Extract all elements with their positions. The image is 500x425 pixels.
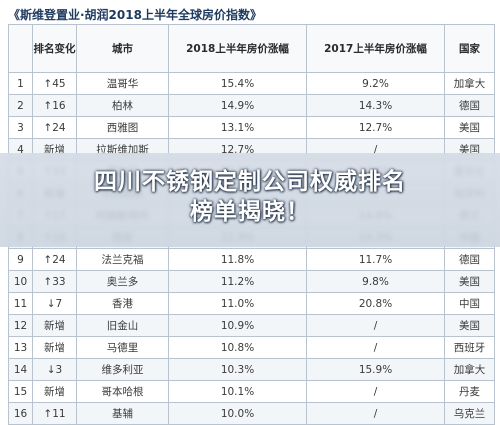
cell-change-2017: 15.9% bbox=[306, 358, 445, 381]
cell-country: 丹麦 bbox=[444, 380, 495, 403]
cell-country: 加拿大 bbox=[444, 72, 495, 95]
cell-rank-change: ↑24 bbox=[32, 116, 77, 139]
cell-city: 基辅 bbox=[76, 402, 169, 425]
page: 《斯维登置业·胡润2018上半年全球房价指数》 排名变化 城市 2018上半年房… bbox=[0, 8, 500, 425]
cell-rank-number: 2 bbox=[8, 94, 33, 117]
table-row: 2 ↑16 柏林 14.9% 14.3% 德国 bbox=[8, 94, 495, 117]
cell-city: 柏林 bbox=[76, 94, 169, 117]
cell-rank-number: 9 bbox=[8, 248, 33, 271]
cell-rank-change: 新增 bbox=[32, 380, 77, 403]
cell-rank-change: ↑11 bbox=[32, 402, 77, 425]
cell-city: 维多利亚 bbox=[76, 358, 169, 381]
cell-rank-change: 新增 bbox=[32, 314, 77, 337]
cell-change-2017: / bbox=[306, 314, 445, 337]
cell-change-2017: / bbox=[306, 380, 445, 403]
cell-rank-change: ↑16 bbox=[32, 94, 77, 117]
table-title: 《斯维登置业·胡润2018上半年全球房价指数》 bbox=[8, 8, 262, 22]
cell-change-2017: / bbox=[306, 336, 445, 359]
cell-change-2017: 12.7% bbox=[306, 116, 445, 139]
cell-change-2018: 11.8% bbox=[168, 248, 307, 271]
cell-city: 奥兰多 bbox=[76, 270, 169, 293]
cell-country: 美国 bbox=[444, 314, 495, 337]
headline: 四川不锈钢定制公司权威排名 榜单揭晓！ bbox=[0, 167, 500, 227]
cell-city: 马德里 bbox=[76, 336, 169, 359]
cell-rank-number: 1 bbox=[8, 72, 33, 95]
cell-change-2018: 14.9% bbox=[168, 94, 307, 117]
cell-rank-number: 15 bbox=[8, 380, 33, 403]
cell-rank-change: ↓3 bbox=[32, 358, 77, 381]
cell-change-2018: 10.9% bbox=[168, 314, 307, 337]
header-2017-change: 2017上半年房价涨幅 bbox=[306, 24, 445, 73]
cell-country: 中国 bbox=[444, 292, 495, 315]
header-index bbox=[8, 24, 33, 73]
cell-country: 乌克兰 bbox=[444, 402, 495, 425]
header-city: 城市 bbox=[76, 24, 169, 73]
cell-change-2017: 9.2% bbox=[306, 72, 445, 95]
cell-rank-change: ↑24 bbox=[32, 248, 77, 271]
cell-rank-change: ↑33 bbox=[32, 270, 77, 293]
cell-rank-number: 12 bbox=[8, 314, 33, 337]
cell-rank-number: 13 bbox=[8, 336, 33, 359]
cell-change-2018: 10.8% bbox=[168, 336, 307, 359]
table-row: 14 ↓3 维多利亚 10.3% 15.9% 加拿大 bbox=[8, 358, 495, 381]
cell-rank-number: 14 bbox=[8, 358, 33, 381]
cell-country: 加拿大 bbox=[444, 358, 495, 381]
table-row: 11 ↓7 香港 11.0% 20.8% 中国 bbox=[8, 292, 495, 315]
cell-rank-change: ↑45 bbox=[32, 72, 77, 95]
cell-rank-change: ↓7 bbox=[32, 292, 77, 315]
cell-city: 哥本哈根 bbox=[76, 380, 169, 403]
header-rank-change: 排名变化 bbox=[32, 24, 77, 73]
table-row: 16 ↑11 基辅 10.0% / 乌克兰 bbox=[8, 402, 495, 425]
table-row: 12 新增 旧金山 10.9% / 美国 bbox=[8, 314, 495, 337]
cell-city: 温哥华 bbox=[76, 72, 169, 95]
cell-change-2018: 11.0% bbox=[168, 292, 307, 315]
header-2018-change: 2018上半年房价涨幅 bbox=[168, 24, 307, 73]
cell-change-2017: 9.8% bbox=[306, 270, 445, 293]
cell-city: 旧金山 bbox=[76, 314, 169, 337]
headline-banner bbox=[0, 153, 500, 247]
headline-line-2: 榜单揭晓！ bbox=[190, 199, 310, 225]
cell-country: 美国 bbox=[444, 116, 495, 139]
cell-country: 德国 bbox=[444, 94, 495, 117]
cell-city: 西雅图 bbox=[76, 116, 169, 139]
table-body: 1 ↑45 温哥华 15.4% 9.2% 加拿大 2 ↑16 柏林 14.9% 14.3% 德国 3 ↑2… bbox=[8, 72, 495, 425]
cell-rank-number: 10 bbox=[8, 270, 33, 293]
cell-city: 香港 bbox=[76, 292, 169, 315]
table-row: 13 新增 马德里 10.8% / 西班牙 bbox=[8, 336, 495, 359]
cell-change-2018: 10.1% bbox=[168, 380, 307, 403]
cell-rank-change: 新增 bbox=[32, 336, 77, 359]
header-country: 国家 bbox=[444, 24, 495, 73]
table-row: 9 ↑24 法兰克福 11.8% 11.7% 德国 bbox=[8, 248, 495, 271]
cell-country: 美国 bbox=[444, 270, 495, 293]
table-header-row: 排名变化 城市 2018上半年房价涨幅 2017上半年房价涨幅 国家 bbox=[8, 24, 495, 73]
cell-rank-number: 11 bbox=[8, 292, 33, 315]
cell-change-2018: 11.2% bbox=[168, 270, 307, 293]
cell-change-2017: 11.7% bbox=[306, 248, 445, 271]
cell-change-2018: 10.0% bbox=[168, 402, 307, 425]
table-row: 15 新增 哥本哈根 10.1% / 丹麦 bbox=[8, 380, 495, 403]
cell-country: 德国 bbox=[444, 248, 495, 271]
headline-line-1: 四川不锈钢定制公司权威排名 bbox=[94, 169, 406, 195]
cell-change-2017: / bbox=[306, 402, 445, 425]
cell-change-2017: 14.3% bbox=[306, 94, 445, 117]
cell-rank-number: 3 bbox=[8, 116, 33, 139]
cell-change-2017: 20.8% bbox=[306, 292, 445, 315]
cell-city: 法兰克福 bbox=[76, 248, 169, 271]
cell-country: 西班牙 bbox=[444, 336, 495, 359]
cell-change-2018: 15.4% bbox=[168, 72, 307, 95]
table-row: 3 ↑24 西雅图 13.1% 12.7% 美国 bbox=[8, 116, 495, 139]
table-row: 1 ↑45 温哥华 15.4% 9.2% 加拿大 bbox=[8, 72, 495, 95]
cell-change-2018: 13.1% bbox=[168, 116, 307, 139]
table-row: 10 ↑33 奥兰多 11.2% 9.8% 美国 bbox=[8, 270, 495, 293]
cell-rank-number: 16 bbox=[8, 402, 33, 425]
cell-change-2018: 10.3% bbox=[168, 358, 307, 381]
